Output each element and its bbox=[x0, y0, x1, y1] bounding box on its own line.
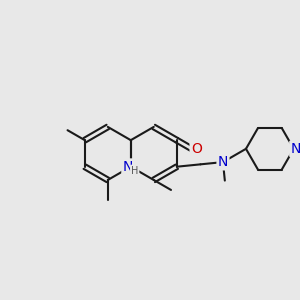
Text: N: N bbox=[218, 155, 228, 169]
Text: H: H bbox=[131, 166, 138, 176]
Text: O: O bbox=[191, 142, 202, 157]
Text: N: N bbox=[123, 160, 133, 174]
Text: N: N bbox=[290, 142, 300, 156]
